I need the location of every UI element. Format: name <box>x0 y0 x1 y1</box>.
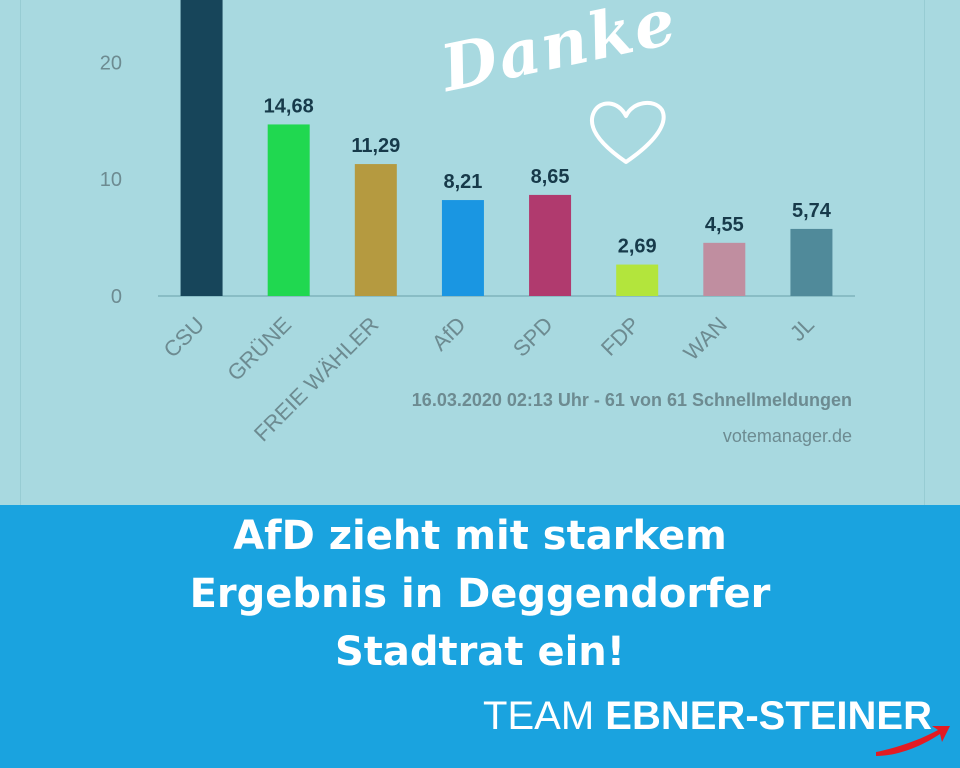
data-label: 4,55 <box>705 214 744 236</box>
bar-csu <box>180 0 223 296</box>
category-label: FDP <box>596 312 645 361</box>
data-label: 8,65 <box>531 166 570 188</box>
headline: AfD zieht mit starkem Ergebnis in Deggen… <box>0 505 960 681</box>
category-label: JL <box>785 312 819 346</box>
category-label: CSU <box>159 312 210 363</box>
bar-wan <box>703 242 746 296</box>
data-label: 2,69 <box>618 236 657 258</box>
brand-name: EBNER-STEINER <box>605 694 932 738</box>
heart-outline-icon <box>589 100 666 164</box>
category-label: SPD <box>508 312 558 362</box>
chart-footnote: 16.03.2020 02:13 Uhr - 61 von 61 Schnell… <box>411 390 852 410</box>
y-tick-label: 0 <box>111 286 122 308</box>
category-label: GRÜNE <box>222 312 296 386</box>
headline-line-3: Stadtrat ein! <box>335 629 625 675</box>
y-tick-label: 20 <box>100 52 122 74</box>
y-tick-label: 10 <box>100 169 122 191</box>
category-label: WAN <box>678 312 731 365</box>
data-label: 8,21 <box>443 171 482 193</box>
headline-banner <box>0 505 960 768</box>
data-label: 11,29 <box>351 135 400 157</box>
headline-line-1: AfD zieht mit starkem <box>233 513 727 559</box>
brand-logo-text: TEAM EBNER-STEINER <box>483 694 932 739</box>
chart-source: votemanager.de <box>722 426 852 446</box>
brand-prefix: TEAM <box>483 694 595 738</box>
bar-jl <box>790 228 833 296</box>
bar-grüne <box>267 124 310 296</box>
headline-line-2: Ergebnis in Deggendorfer <box>189 571 771 617</box>
brand-swoosh-icon <box>876 726 950 756</box>
chart-frame <box>20 0 925 505</box>
data-label: 14,68 <box>264 95 314 117</box>
bar-afd <box>441 200 484 296</box>
bar-freie-wähler <box>354 164 397 296</box>
chart-area: 0 10 20 CSU 14,68 GRÜNE 11,29 FREIE WÄHLER 8,21 A… <box>20 0 925 505</box>
bar-spd <box>529 194 572 296</box>
data-label: 5,74 <box>792 200 832 222</box>
category-label: AfD <box>427 312 471 356</box>
bar-fdp <box>616 264 659 296</box>
